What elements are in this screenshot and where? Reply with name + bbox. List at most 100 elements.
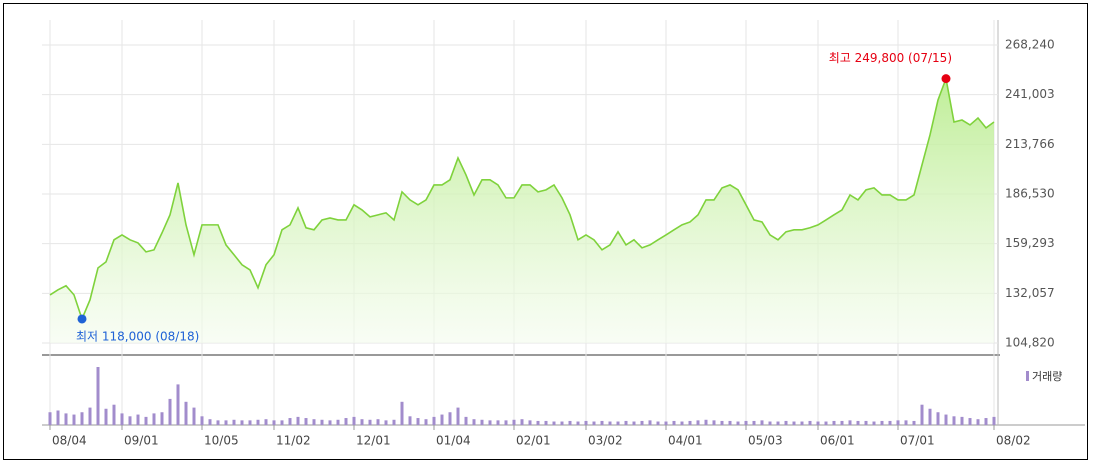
- volume-bar: [768, 421, 772, 425]
- volume-bar: [672, 420, 676, 425]
- y-tick-label: 132,057: [1005, 286, 1055, 300]
- volume-bar: [416, 418, 420, 425]
- volume-bar: [384, 420, 388, 425]
- volume-bar: [872, 421, 876, 425]
- volume-bar: [280, 420, 284, 425]
- volume-bar: [152, 413, 156, 425]
- volume-bar: [800, 421, 804, 425]
- volume-bar: [88, 407, 92, 425]
- volume-bar: [480, 419, 484, 425]
- volume-bar: [336, 419, 340, 425]
- volume-bar: [888, 420, 892, 425]
- legend-swatch: [1026, 371, 1029, 381]
- x-tick-label: 11/02: [276, 434, 311, 448]
- volume-bar: [176, 384, 180, 425]
- y-tick-label: 241,003: [1005, 87, 1055, 101]
- volume-bar: [912, 420, 916, 425]
- volume-bar: [184, 401, 188, 425]
- volume-bar: [160, 412, 164, 425]
- volume-bar: [504, 420, 508, 425]
- volume-bar: [528, 420, 532, 425]
- volume-bar: [736, 421, 740, 425]
- y-tick-label: 213,766: [1005, 137, 1055, 151]
- x-tick-label: 06/01: [820, 434, 855, 448]
- volume-bar: [632, 421, 636, 425]
- extreme-label: 최저 118,000 (08/18): [76, 329, 199, 343]
- volume-bar: [344, 418, 348, 425]
- volume-bar: [920, 404, 924, 425]
- volume-bar: [984, 418, 988, 425]
- volume-bar: [288, 418, 292, 425]
- x-tick-label: 09/01: [124, 434, 159, 448]
- volume-bar: [808, 420, 812, 425]
- x-tick-label: 07/01: [900, 434, 935, 448]
- extreme-marker: [941, 74, 951, 84]
- volume-bar: [648, 420, 652, 425]
- x-tick-label: 08/02: [996, 434, 1031, 448]
- volume-bar: [616, 421, 620, 425]
- volume-bar: [360, 419, 364, 425]
- volume-bar: [584, 420, 588, 425]
- volume-bar: [248, 420, 252, 425]
- volume-bar: [464, 416, 468, 425]
- y-tick-label: 104,820: [1005, 336, 1055, 350]
- volume-bar: [936, 412, 940, 425]
- volume-bar: [368, 419, 372, 425]
- volume-bar: [144, 416, 148, 425]
- volume-bar: [944, 414, 948, 425]
- volume-bar: [608, 421, 612, 425]
- volume-bar: [544, 420, 548, 425]
- volume-bar: [600, 420, 604, 425]
- volume-bar: [304, 418, 308, 425]
- volume-bar: [552, 421, 556, 425]
- volume-bar: [224, 420, 228, 425]
- volume-bar: [256, 419, 260, 425]
- x-tick-label: 10/05: [204, 434, 239, 448]
- volume-bar: [408, 416, 412, 425]
- volume-bar: [592, 421, 596, 425]
- volume-bar: [240, 420, 244, 425]
- volume-bar: [296, 416, 300, 425]
- volume-bar: [896, 420, 900, 425]
- legend-label: 거래량: [1032, 370, 1062, 383]
- volume-bar: [784, 420, 788, 425]
- volume-bar: [72, 414, 76, 425]
- volume-bar: [656, 421, 660, 425]
- volume-bar: [136, 414, 140, 425]
- volume-bar: [976, 419, 980, 425]
- volume-bar: [440, 414, 444, 425]
- volume-bar: [48, 412, 52, 425]
- volume-bar: [864, 420, 868, 425]
- y-tick-label: 159,293: [1005, 236, 1055, 250]
- volume-bar: [704, 419, 708, 425]
- volume-bar: [744, 420, 748, 425]
- volume-bar: [392, 419, 396, 425]
- volume-bar: [760, 420, 764, 425]
- volume-bar: [536, 420, 540, 425]
- volume-bar: [432, 416, 436, 425]
- volume-bar: [376, 419, 380, 425]
- volume-bar: [824, 421, 828, 425]
- volume-bar: [520, 419, 524, 425]
- volume-bar: [904, 420, 908, 425]
- volume-bar: [696, 420, 700, 425]
- volume-bar: [472, 419, 476, 425]
- volume-bar: [96, 367, 100, 425]
- volume-bar: [624, 420, 628, 425]
- volume-bar: [312, 419, 316, 425]
- volume-bar: [320, 419, 324, 425]
- volume-bar: [928, 408, 932, 425]
- volume-bar: [856, 420, 860, 425]
- volume-bar: [80, 412, 84, 425]
- volume-bar: [952, 416, 956, 425]
- area: [50, 78, 994, 344]
- volume-bar: [328, 420, 332, 425]
- volume-bar: [728, 420, 732, 425]
- volume-bar: [120, 413, 124, 425]
- volume-bar: [488, 420, 492, 425]
- volume-bar: [112, 404, 116, 425]
- x-tick-label: 12/01: [356, 434, 391, 448]
- volume-bar: [968, 418, 972, 425]
- volume-bar: [840, 420, 844, 425]
